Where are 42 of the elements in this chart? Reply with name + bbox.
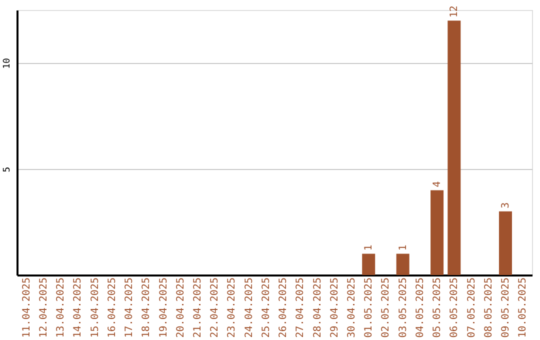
data-label: 4 bbox=[432, 181, 444, 188]
x-tick-label: 30.04.2025 bbox=[346, 278, 358, 338]
x-tick-label: 13.04.2025 bbox=[56, 278, 67, 338]
x-tick-label: 12.04.2025 bbox=[38, 278, 50, 338]
x-tick-label: 04.05.2025 bbox=[414, 278, 426, 338]
x-tick-label: 06.05.2025 bbox=[449, 278, 460, 338]
data-label: 1 bbox=[398, 244, 409, 251]
bar bbox=[396, 254, 410, 275]
x-tick-label: 26.04.2025 bbox=[278, 278, 290, 338]
bar bbox=[498, 211, 512, 275]
data-label: 3 bbox=[500, 202, 512, 208]
x-tick-label: 17.04.2025 bbox=[124, 278, 136, 338]
x-tick-label: 09.05.2025 bbox=[500, 278, 512, 338]
x-tick-label: 22.04.2025 bbox=[210, 278, 221, 338]
x-tick-label: 20.04.2025 bbox=[175, 278, 186, 338]
x-tick-label: 01.05.2025 bbox=[364, 278, 375, 338]
bar bbox=[430, 190, 444, 275]
x-tick-label: 25.04.2025 bbox=[260, 278, 272, 338]
x-tick-label: 14.04.2025 bbox=[72, 278, 84, 338]
x-tick-label: 07.05.2025 bbox=[466, 278, 478, 338]
x-tick-label: 27.04.2025 bbox=[295, 278, 306, 338]
x-tick-label: 15.04.2025 bbox=[90, 278, 101, 338]
x-tick-label: 19.04.2025 bbox=[158, 278, 170, 338]
x-tick-label: 18.04.2025 bbox=[141, 278, 152, 338]
x-tick-label: 08.05.2025 bbox=[483, 278, 494, 338]
y-tick-label: 5 bbox=[2, 166, 12, 172]
x-tick-label: 29.04.2025 bbox=[329, 278, 340, 338]
x-tick-label: 23.04.2025 bbox=[226, 278, 238, 338]
y-tick-label: 10 bbox=[2, 58, 12, 69]
data-label: 12 bbox=[449, 6, 460, 18]
x-tick-label: 02.05.2025 bbox=[380, 278, 392, 338]
x-tick-label: 24.04.2025 bbox=[244, 278, 255, 338]
x-tick-label: 03.05.2025 bbox=[398, 278, 409, 338]
x-tick-label: 28.04.2025 bbox=[312, 278, 324, 338]
x-tick-label: 10.05.2025 bbox=[518, 278, 529, 338]
bar bbox=[448, 20, 461, 275]
bar bbox=[362, 254, 376, 275]
data-label: 1 bbox=[364, 244, 375, 251]
x-tick-label: 05.05.2025 bbox=[432, 278, 444, 338]
x-tick-label: 16.04.2025 bbox=[106, 278, 118, 338]
x-tick-label: 11.04.2025 bbox=[21, 278, 32, 338]
x-tick-label: 21.04.2025 bbox=[192, 278, 204, 338]
